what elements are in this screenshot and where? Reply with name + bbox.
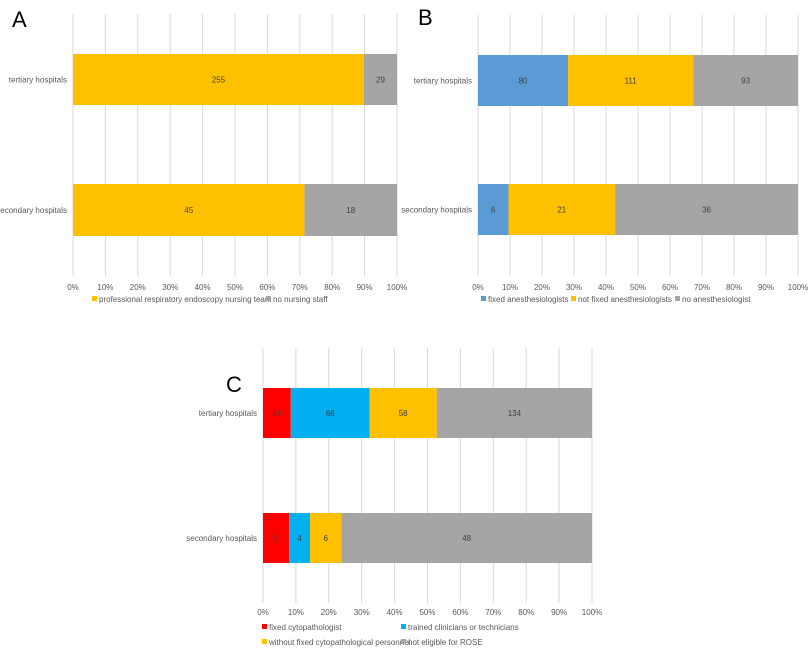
legend-label: not eligible for ROSE	[408, 638, 483, 647]
x-tick-label: 0%	[67, 283, 79, 292]
bar-segment	[304, 184, 397, 236]
data-label: 29	[376, 76, 385, 85]
data-label: 4	[297, 534, 302, 543]
legend-swatch	[92, 296, 97, 301]
bar-segment	[568, 55, 694, 106]
x-tick-label: 10%	[288, 608, 304, 617]
data-label: 58	[399, 409, 408, 418]
legend-swatch	[481, 296, 486, 301]
bar-segment	[363, 54, 397, 105]
category-label: tertiary hospitals	[414, 77, 472, 86]
category-label: secondary hospitals	[0, 206, 67, 215]
legend-swatch	[401, 639, 406, 644]
x-tick-label: 10%	[502, 283, 518, 292]
bar-segment	[436, 388, 592, 438]
category-label: tertiary hospitals	[9, 76, 67, 85]
bar-segment	[478, 184, 509, 235]
data-label: 18	[346, 206, 355, 215]
legend-label: professional respiratory endoscopy nursi…	[99, 295, 272, 304]
x-tick-label: 80%	[518, 608, 534, 617]
bar-segment	[615, 184, 798, 235]
x-tick-label: 40%	[598, 283, 614, 292]
bar-segment	[290, 388, 370, 438]
bar-segment	[263, 388, 291, 438]
bar-segment	[693, 55, 798, 106]
legend-swatch	[571, 296, 576, 301]
x-tick-label: 30%	[162, 283, 178, 292]
legend-label: no anesthesiologist	[682, 295, 751, 304]
data-label: 134	[508, 409, 522, 418]
data-label: 68	[326, 409, 335, 418]
x-tick-label: 70%	[292, 283, 308, 292]
legend-label: not fixed anesthesiologists	[578, 295, 672, 304]
legend-swatch	[675, 296, 680, 301]
data-label: 36	[702, 206, 711, 215]
category-label: secondary hospitals	[186, 534, 257, 543]
legend-swatch	[401, 624, 406, 629]
legend-label: trained clinicians or technicians	[408, 623, 519, 632]
panel-letter: C	[226, 372, 242, 397]
category-label: secondary hospitals	[401, 206, 472, 215]
legend-label: fixed cytopathologist	[269, 623, 342, 632]
x-tick-label: 80%	[324, 283, 340, 292]
x-tick-label: 90%	[551, 608, 567, 617]
bar-segment	[508, 184, 616, 235]
x-tick-label: 70%	[485, 608, 501, 617]
x-tick-label: 0%	[257, 608, 269, 617]
bar-segment	[369, 388, 437, 438]
panel-letter: B	[418, 5, 433, 30]
x-tick-label: 50%	[630, 283, 646, 292]
legend-swatch	[266, 296, 271, 301]
data-label: 24	[272, 409, 281, 418]
x-tick-label: 20%	[130, 283, 146, 292]
bar-segment	[263, 513, 290, 563]
data-label: 6	[491, 206, 496, 215]
data-label: 93	[741, 77, 750, 86]
bar-segment	[478, 55, 569, 106]
x-tick-label: 40%	[387, 608, 403, 617]
bar-segment	[310, 513, 342, 563]
legend-swatch	[262, 639, 267, 644]
x-tick-label: 90%	[357, 283, 373, 292]
legend-swatch	[262, 624, 267, 629]
bar-segment	[73, 54, 364, 105]
x-tick-label: 100%	[582, 608, 602, 617]
x-tick-label: 30%	[354, 608, 370, 617]
x-tick-label: 90%	[758, 283, 774, 292]
data-label: 80	[519, 77, 528, 86]
x-tick-label: 10%	[97, 283, 113, 292]
data-label: 48	[462, 534, 471, 543]
x-tick-label: 60%	[452, 608, 468, 617]
data-label: 6	[323, 534, 328, 543]
bar-segment	[73, 184, 305, 236]
data-label: 21	[557, 206, 566, 215]
x-tick-label: 50%	[227, 283, 243, 292]
x-tick-label: 60%	[662, 283, 678, 292]
x-tick-label: 40%	[195, 283, 211, 292]
legend-label: without fixed cytopathological personnel	[268, 638, 411, 647]
data-label: 111	[625, 77, 638, 86]
legend-label: no nursing staff	[273, 295, 328, 304]
panel-letter: A	[12, 7, 27, 32]
x-tick-label: 60%	[259, 283, 275, 292]
x-tick-label: 70%	[694, 283, 710, 292]
x-tick-label: 50%	[419, 608, 435, 617]
x-tick-label: 20%	[321, 608, 337, 617]
category-label: tertiary hospitals	[199, 409, 257, 418]
data-label: 255	[212, 76, 226, 85]
data-label: 5	[274, 534, 279, 543]
x-tick-label: 80%	[726, 283, 742, 292]
legend-label: fixed anesthesiologists	[488, 295, 569, 304]
x-tick-label: 30%	[566, 283, 582, 292]
x-tick-label: 100%	[387, 283, 407, 292]
x-tick-label: 0%	[472, 283, 484, 292]
x-tick-label: 20%	[534, 283, 550, 292]
x-tick-label: 100%	[788, 283, 808, 292]
bar-segment	[289, 513, 310, 563]
bar-segment	[341, 513, 592, 563]
data-label: 45	[184, 206, 193, 215]
